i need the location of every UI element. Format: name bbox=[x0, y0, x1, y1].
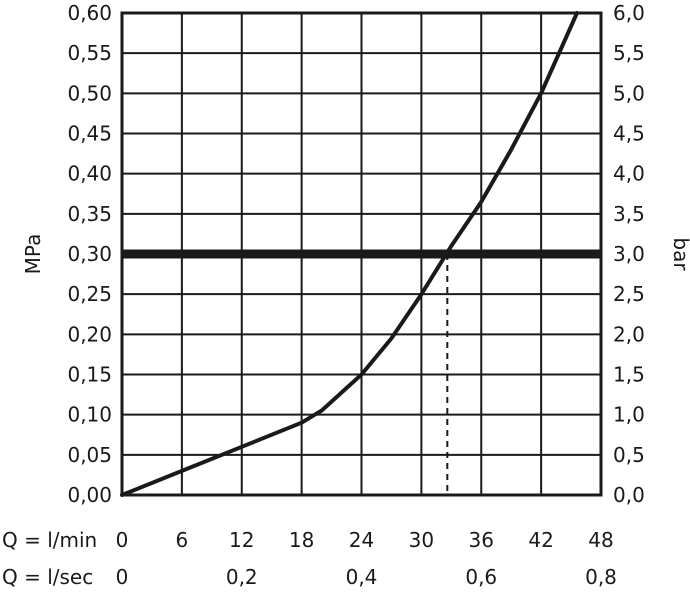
y-axis-title-right: bar bbox=[669, 237, 690, 271]
y-tick-label-right: 4,0 bbox=[613, 162, 645, 186]
chart-lines bbox=[120, 11, 601, 497]
x-tick-label-lsec: 0 bbox=[116, 565, 129, 589]
x-tick-label-lsec: 0,2 bbox=[226, 565, 258, 589]
y-tick-label-left: 0,00 bbox=[67, 483, 112, 507]
x-tick-label-lmin: 18 bbox=[289, 528, 314, 552]
y-tick-label-right: 1,5 bbox=[613, 363, 645, 387]
tick-labels: 0 6 12 18 24 30 36 42 48 0 0,2 0,4 0,6 0,8 0,00 0,0 0,05… bbox=[67, 1, 644, 589]
x-axis-title-lsec: Q = l/sec bbox=[2, 565, 93, 589]
x-tick-label-lmin: 12 bbox=[229, 528, 254, 552]
y-tick-label-right: 1,0 bbox=[613, 403, 645, 427]
y-tick-label-left: 0,50 bbox=[67, 81, 112, 105]
y-tick-label-right: 0,0 bbox=[613, 483, 645, 507]
y-tick-label-left: 0,05 bbox=[67, 443, 112, 467]
y-tick-label-left: 0,40 bbox=[67, 162, 112, 186]
y-tick-label-right: 2,0 bbox=[613, 322, 645, 346]
y-tick-label-left: 0,30 bbox=[67, 242, 112, 266]
y-axis-title-left: MPa bbox=[21, 234, 45, 275]
y-tick-label-left: 0,20 bbox=[67, 322, 112, 346]
flow-pressure-curve bbox=[120, 11, 579, 497]
y-tick-label-right: 6,0 bbox=[613, 1, 645, 25]
x-tick-label-lmin: 6 bbox=[176, 528, 189, 552]
y-tick-label-right: 3,5 bbox=[613, 202, 645, 226]
x-tick-label-lmin: 48 bbox=[588, 528, 613, 552]
x-tick-label-lmin: 36 bbox=[469, 528, 494, 552]
x-tick-label-lsec: 0,6 bbox=[465, 565, 497, 589]
x-axis-title-lmin: Q = l/min bbox=[2, 528, 97, 552]
y-tick-label-left: 0,55 bbox=[67, 41, 112, 65]
y-tick-label-right: 5,5 bbox=[613, 41, 645, 65]
y-tick-label-left: 0,60 bbox=[67, 1, 112, 25]
x-tick-label-lmin: 24 bbox=[349, 528, 374, 552]
x-tick-label-lmin: 30 bbox=[409, 528, 434, 552]
y-tick-label-right: 2,5 bbox=[613, 282, 645, 306]
y-tick-label-left: 0,10 bbox=[67, 403, 112, 427]
y-tick-label-left: 0,25 bbox=[67, 282, 112, 306]
y-tick-label-left: 0,15 bbox=[67, 363, 112, 387]
y-tick-label-right: 3,0 bbox=[613, 242, 645, 266]
x-tick-label-lsec: 0,8 bbox=[585, 565, 617, 589]
y-tick-label-right: 0,5 bbox=[613, 443, 645, 467]
y-tick-label-left: 0,45 bbox=[67, 122, 112, 146]
y-tick-label-right: 5,0 bbox=[613, 81, 645, 105]
y-tick-label-right: 4,5 bbox=[613, 122, 645, 146]
x-tick-label-lsec: 0,4 bbox=[346, 565, 378, 589]
x-tick-label-lmin: 0 bbox=[116, 528, 129, 552]
x-tick-label-lmin: 42 bbox=[528, 528, 553, 552]
y-tick-label-left: 0,35 bbox=[67, 202, 112, 226]
